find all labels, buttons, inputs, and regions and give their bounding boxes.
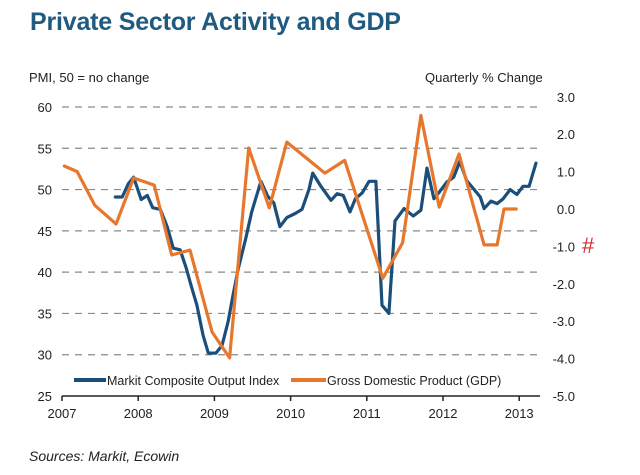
series-line-gdp	[62, 113, 518, 360]
right-tick-label: -5.0	[553, 389, 575, 404]
right-tick-label: 0.0	[557, 202, 575, 217]
x-tick-label: 2011	[353, 406, 381, 421]
left-tick-label: 60	[38, 100, 52, 115]
x-tick-label: 2008	[124, 406, 153, 421]
right-tick-label: 2.0	[557, 127, 575, 142]
source-note: Sources: Markit, Ecowin	[29, 448, 180, 464]
series-lines	[62, 113, 538, 360]
left-tick-label: 45	[38, 224, 52, 239]
left-tick-label: 50	[38, 183, 52, 198]
left-tick-label: 25	[38, 389, 52, 404]
x-tick-label: 2013	[505, 406, 534, 421]
left-axis-ticks: 60 55 50 45 40 35 30 25	[38, 100, 52, 404]
right-tick-label: 3.0	[557, 90, 575, 105]
left-tick-label: 30	[38, 348, 52, 363]
legend: Markit Composite Output Index Gross Dome…	[74, 374, 501, 388]
right-tick-label: 1.0	[557, 165, 575, 180]
left-axis-label: PMI, 50 = no change	[29, 70, 149, 85]
x-tick-label: 2007	[48, 406, 77, 421]
right-tick-label: -4.0	[553, 352, 575, 367]
right-tick-label: -1.0	[553, 239, 575, 254]
right-axis-label: Quarterly % Change	[425, 70, 543, 85]
x-tick-label: 2010	[276, 406, 305, 421]
chart-title: Private Sector Activity and GDP	[30, 8, 401, 36]
x-tick-label: 2009	[200, 406, 229, 421]
right-tick-label: -2.0	[553, 277, 575, 292]
left-tick-label: 55	[38, 141, 52, 156]
x-axis: 2007 2008 2009 2010 2011 2012 2013	[48, 395, 540, 421]
legend-label-pmi: Markit Composite Output Index	[107, 374, 280, 388]
right-axis-ticks: 3.0 2.0 1.0 0.0 -1.0 -2.0 -3.0 -4.0 -5.0	[553, 90, 575, 404]
right-tick-label: -3.0	[553, 314, 575, 329]
hash-marker: #	[582, 233, 595, 258]
gridlines	[62, 106, 538, 356]
left-tick-label: 40	[38, 265, 52, 280]
series-line-pmi	[113, 159, 538, 355]
x-tick-label: 2012	[429, 406, 458, 421]
left-tick-label: 35	[38, 306, 52, 321]
legend-label-gdp: Gross Domestic Product (GDP)	[327, 374, 501, 388]
